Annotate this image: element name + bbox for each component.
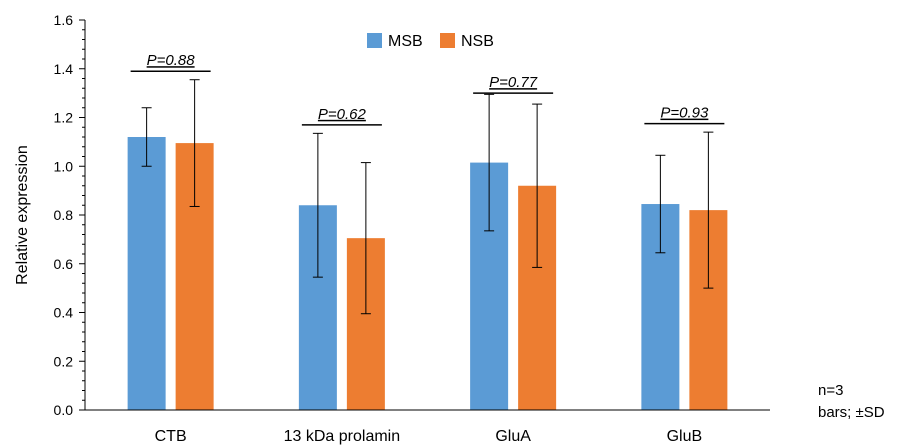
legend-swatch-msb [367,33,382,48]
y-tick-label: 1.4 [54,61,74,77]
legend-label-nsb: NSB [461,33,494,50]
y-tick-label: 1.6 [54,12,74,28]
y-tick-label: 0.4 [54,305,74,321]
legend-label-msb: MSB [388,33,423,50]
sample-size-note: n=3 [818,382,844,399]
x-tick-label: 13 kDa prolamin [284,428,401,445]
y-tick-label: 0.6 [54,256,74,272]
y-tick-label: 0.2 [54,353,74,369]
p-value-label: P=0.93 [660,105,709,122]
legend: MSB NSB [367,33,494,50]
y-tick-label: 0.8 [54,207,74,223]
p-value-label: P=0.62 [318,106,367,123]
legend-swatch-nsb [440,33,455,48]
y-tick-label: 0.0 [54,402,74,418]
error-bar-note: bars; ±SD [818,404,885,421]
p-value-label: P=0.77 [489,74,538,91]
y-tick-label: 1.0 [54,158,74,174]
p-value-label: P=0.88 [147,52,196,69]
y-axis-label: Relative expression [14,145,31,285]
x-tick-label: GluB [667,428,703,445]
x-tick-label: GluA [495,428,531,445]
x-tick-label: CTB [155,428,187,445]
bar-msb-0 [127,137,166,410]
y-tick-label: 1.2 [54,110,74,126]
